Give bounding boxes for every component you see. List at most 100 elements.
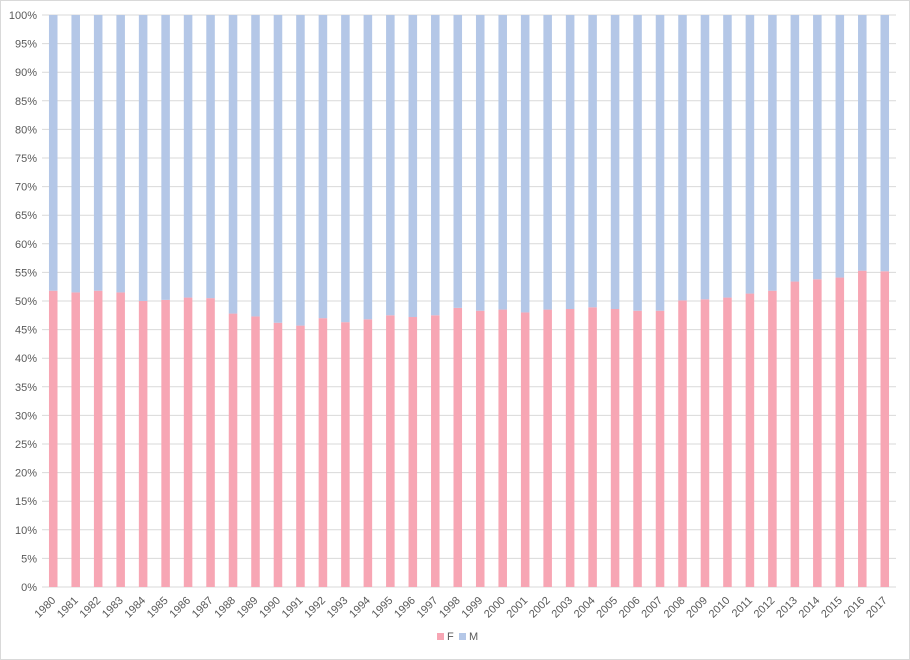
- y-tick-label: 80%: [15, 124, 37, 136]
- bar-f-1986: [183, 297, 193, 587]
- bar-f-1987: [206, 298, 215, 587]
- x-tick-label: 2008: [662, 595, 688, 621]
- gridlines: [42, 14, 896, 588]
- x-tick-label: 1985: [145, 595, 171, 621]
- y-tick-label: 30%: [15, 410, 37, 422]
- x-tick-label: 1998: [437, 595, 463, 621]
- x-tick-label: 2001: [505, 595, 531, 621]
- bar-f-1996: [408, 317, 418, 587]
- x-tick-label: 1984: [122, 595, 148, 621]
- bar-f-2017: [880, 271, 890, 587]
- bar-m-1996: [408, 15, 418, 318]
- x-tick-label: 2016: [842, 595, 868, 621]
- bar-m-2000: [498, 15, 507, 310]
- x-tick-label: 2006: [617, 595, 643, 621]
- x-tick-label: 2013: [774, 595, 800, 621]
- bar-f-2014: [813, 279, 822, 587]
- x-tick-label: 2014: [797, 595, 823, 621]
- bar-m-2004: [588, 15, 597, 308]
- x-tick-label: 1981: [55, 595, 81, 621]
- y-tick-label: 40%: [15, 353, 37, 365]
- bar-m-2006: [633, 15, 642, 311]
- y-tick-label: 55%: [15, 267, 37, 279]
- bar-m-2016: [858, 15, 867, 271]
- bar-f-2015: [835, 277, 845, 587]
- bar-m-1991: [296, 15, 305, 326]
- x-tick-label: 1992: [302, 595, 328, 621]
- bar-m-2007: [655, 15, 665, 311]
- bar-m-1983: [116, 15, 125, 293]
- bar-m-2014: [813, 15, 822, 280]
- x-tick-label: 1982: [78, 595, 104, 621]
- bar-f-2009: [700, 299, 710, 587]
- x-tick-label: 1996: [392, 595, 418, 621]
- bar-f-1992: [318, 318, 328, 587]
- x-tick-label: 1987: [190, 595, 216, 621]
- bar-f-2007: [655, 310, 665, 587]
- bar-m-1995: [386, 15, 395, 316]
- bar-m-1984: [138, 15, 148, 301]
- bar-f-2016: [858, 270, 867, 587]
- y-tick-label: 90%: [15, 67, 37, 79]
- bar-f-1981: [71, 292, 80, 587]
- x-tick-label: 2012: [752, 595, 778, 621]
- bar-m-2017: [880, 15, 890, 272]
- x-tick-label: 2011: [730, 595, 755, 620]
- y-axis-tick-labels: 0% 5% 10% 15% 20% 25% 30% 35% 40% 45% 50% 55% 60% 65%…: [9, 10, 37, 594]
- bar-m-1988: [228, 15, 238, 314]
- bar-f-1988: [228, 313, 238, 587]
- y-tick-label: 5%: [21, 553, 37, 565]
- y-tick-label: 75%: [15, 153, 37, 165]
- bar-m-2012: [768, 15, 777, 291]
- bar-f-2002: [543, 309, 552, 587]
- bar-m-2011: [745, 15, 755, 294]
- x-tick-label: 2017: [864, 595, 890, 621]
- bar-m-1985: [161, 15, 170, 300]
- bar-m-1981: [71, 15, 80, 293]
- bar-f-2003: [565, 309, 575, 587]
- bar-m-2001: [520, 15, 530, 313]
- bar-f-1993: [341, 322, 350, 587]
- y-tick-label: 45%: [15, 325, 37, 337]
- bar-f-1980: [48, 290, 58, 587]
- bar-f-2011: [745, 293, 755, 587]
- bar-m-2002: [543, 15, 552, 310]
- x-tick-label: 2005: [594, 595, 620, 621]
- x-tick-label: 2009: [684, 595, 710, 621]
- bar-f-1991: [296, 325, 305, 587]
- bar-f-2012: [768, 290, 777, 587]
- x-tick-label: 1994: [347, 595, 373, 621]
- bar-m-1982: [93, 15, 103, 291]
- x-tick-label: 1995: [370, 595, 396, 621]
- bar-f-1997: [431, 315, 440, 587]
- bar-m-1986: [183, 15, 193, 298]
- bar-m-2013: [790, 15, 800, 282]
- y-tick-label: 95%: [15, 39, 37, 51]
- bar-f-1982: [93, 290, 103, 587]
- legend-label-f: F: [447, 631, 454, 643]
- bar-f-2005: [610, 309, 620, 587]
- bar-m-1989: [251, 15, 260, 317]
- x-tick-label: 2003: [549, 595, 575, 621]
- bar-f-1985: [161, 299, 170, 587]
- bar-m-2009: [700, 15, 710, 300]
- bar-f-1984: [138, 301, 148, 587]
- legend-swatch-m: [459, 633, 466, 640]
- bar-f-2013: [790, 281, 800, 587]
- x-tick-label: 1991: [280, 595, 306, 621]
- bar-m-2015: [835, 15, 845, 278]
- x-tick-label: 1986: [167, 595, 193, 621]
- bar-m-2008: [678, 15, 687, 301]
- bar-m-1992: [318, 15, 328, 319]
- bar-f-1990: [273, 322, 283, 587]
- x-tick-label: 1980: [33, 595, 59, 621]
- bar-f-2010: [723, 297, 732, 587]
- bar-f-2000: [498, 309, 507, 587]
- y-tick-label: 85%: [15, 96, 37, 108]
- bar-m-1999: [475, 15, 485, 311]
- bar-m-2003: [565, 15, 575, 310]
- x-tick-label: 1993: [325, 595, 351, 621]
- x-tick-label: 1990: [257, 595, 283, 621]
- y-tick-label: 50%: [15, 296, 37, 308]
